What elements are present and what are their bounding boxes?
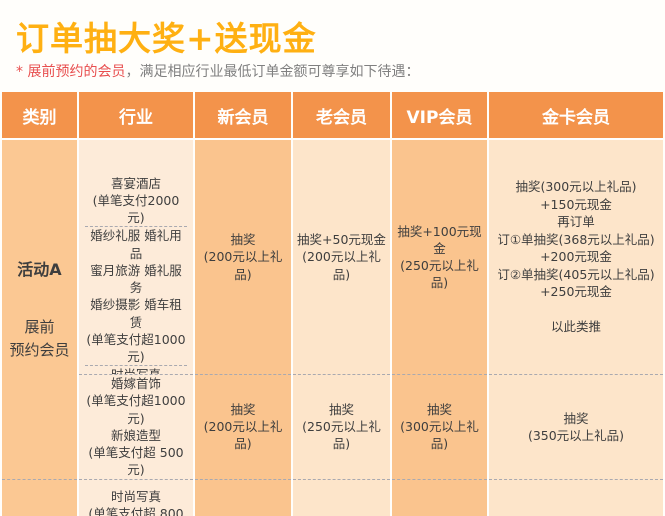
header-vip-member: VIP会员 [392, 92, 487, 140]
industry-blocks: 喜宴酒店 (单笔支付2000元) 婚纱礼服 婚礼用品 蜜月旅游 婚礼服务 婚纱摄… [79, 175, 193, 374]
activity-a-sublabel: 展前 预约会员 [9, 318, 70, 359]
activity-a-row1-new-member-cell: 抽奖 (200元以上礼品) [195, 140, 291, 375]
page-title: 订单抽大奖+送现金 [16, 19, 317, 58]
activity-a-row1: 活动A 展前 预约会员 喜宴酒店 (单笔支付2000元) 婚纱礼服 婚礼用品 蜜… [2, 140, 663, 479]
activity-a-category-cell: 活动A 展前 预约会员 [2, 140, 77, 479]
activity-a-row1-vip-member-cell: 抽奖+100元现金 (250元以上礼品) [392, 140, 487, 375]
activity-a-row1-industry-cell: 喜宴酒店 (单笔支付2000元) 婚纱礼服 婚礼用品 蜜月旅游 婚礼服务 婚纱摄… [79, 140, 193, 375]
activity-a-row2: 婚嫁首饰 (单笔支付超1000元) 新娘造型 (单笔支付超 500元) 抽奖 (… [2, 375, 663, 479]
header-old-member: 老会员 [293, 92, 390, 140]
header-row: 类别 行业 新会员 老会员 VIP会员 金卡会员 [2, 92, 663, 140]
promo-note-rest: ，满足相应行业最低订单金额可尊享如下待遇： [125, 64, 420, 80]
activity-a-row2-new-member-cell: 抽奖 (200元以上礼品) [195, 375, 291, 479]
header-new-member: 新会员 [195, 92, 291, 140]
industry-block-fashion-photo: 时尚写真 (单笔支付800元) [110, 367, 161, 375]
header-gold-member: 金卡会员 [489, 92, 663, 140]
activity-b-new-member-cell: 抽奖 (150元以上奖品) [195, 478, 291, 516]
activity-a-row2-industry-cell: 婚嫁首饰 (单笔支付超1000元) 新娘造型 (单笔支付超 500元) [79, 375, 193, 479]
activity-a-row2-old-member-cell: 抽奖 (250元以上礼品) [293, 375, 390, 479]
activity-b-industry-cell: 时尚写真 (单笔支付超 800元) 新娘造型 (单笔支付超 500元) 活动A中… [79, 478, 193, 516]
activity-a-label: 活动A [17, 259, 62, 279]
activity-b-row: 活动B 现场 预约会员 时尚写真 (单笔支付超 800元) 新娘造型 (单笔支付… [2, 478, 663, 516]
promo-note: * 展前预约的会员，满足相应行业最低订单金额可尊享如下待遇： [16, 61, 419, 81]
activity-b-category-cell: 活动B 现场 预约会员 [2, 478, 77, 516]
industry-block-banquet-hotel: 喜宴酒店 (单笔支付2000元) [85, 175, 187, 228]
activity-a-row2-gold-member-cell: 抽奖 (350元以上礼品) [489, 375, 663, 479]
industry-block-wedding-services: 婚纱礼服 婚礼用品 蜜月旅游 婚礼服务 婚纱摄影 婚车租赁 (单笔支付超1000… [85, 227, 187, 367]
activity-a-row1-old-member-cell: 抽奖+50元现金 (200元以上礼品) [293, 140, 390, 375]
activity-b-gold-member-cell: 抽奖 (300元以上礼品) [489, 478, 663, 516]
activity-b-vip-member-cell: 抽奖 (250元以上礼品) [392, 478, 487, 516]
header-industry: 行业 [79, 92, 193, 140]
promo-note-highlight: * 展前预约的会员 [16, 64, 126, 80]
activity-b-old-member-cell: 抽奖 （200元以上礼） [293, 478, 390, 516]
activity-a-row2-vip-member-cell: 抽奖 (300元以上礼品) [392, 375, 487, 479]
header-category: 类别 [2, 92, 77, 140]
reward-table: 类别 行业 新会员 老会员 VIP会员 金卡会员 活动A 展前 预约会员 喜宴酒… [0, 92, 665, 516]
activity-a-row1-gold-member-cell: 抽奖(300元以上礼品) +150元现金 再订单 订①单抽奖(368元以上礼品)… [489, 140, 663, 375]
